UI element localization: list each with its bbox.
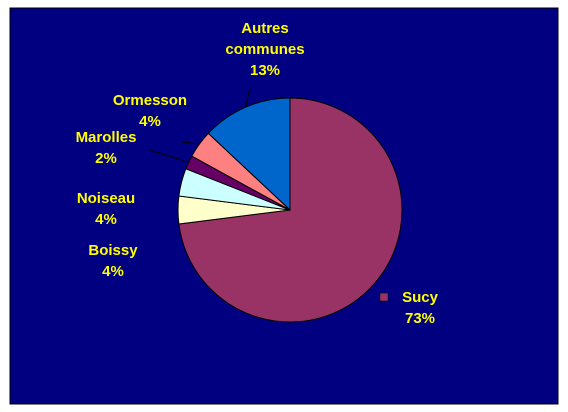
value-label: 4% — [139, 113, 161, 130]
value-label: 73% — [404, 310, 436, 327]
category-label: Ormesson — [112, 92, 188, 109]
value-label: 13% — [249, 62, 281, 79]
slice-label: Ormesson 4% — [100, 90, 200, 132]
slice-label: Sucy 73% — [390, 287, 450, 329]
category-label: Marolles — [75, 129, 137, 146]
slice-label: Boissy 4% — [73, 240, 153, 282]
value-label: 4% — [95, 211, 117, 228]
category-label: Noiseau — [76, 190, 136, 207]
value-label: 4% — [102, 263, 124, 280]
legend-swatch — [379, 292, 389, 302]
slice-label: Noiseau 4% — [61, 188, 151, 230]
leader-line — [245, 87, 251, 108]
value-label: 2% — [95, 150, 117, 167]
pie-slice — [207, 97, 291, 212]
slice-label: Marolles 2% — [61, 127, 151, 169]
category-label: Boissy — [88, 242, 138, 259]
leader-line — [149, 149, 189, 163]
leader-line — [181, 141, 200, 145]
category-label: Sucy — [402, 289, 438, 306]
category-label: Autres communes — [225, 20, 305, 58]
slice-label: Autres communes 13% — [215, 18, 315, 81]
